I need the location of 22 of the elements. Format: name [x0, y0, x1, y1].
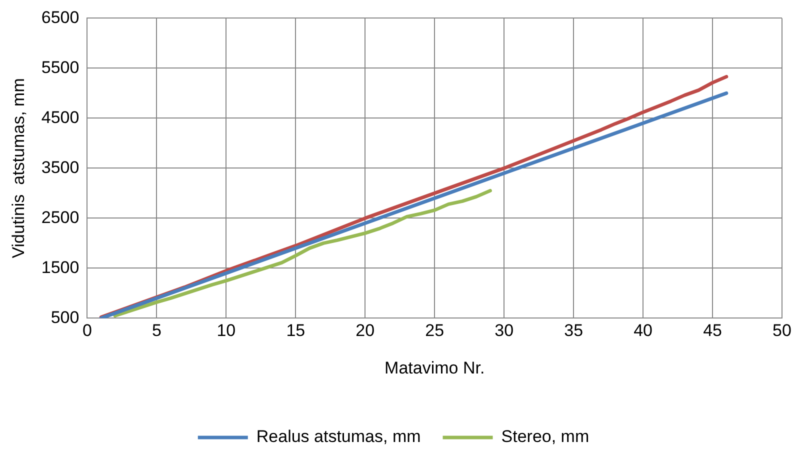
y-tick-label: 3500: [41, 158, 80, 177]
y-tick-label: 500: [50, 308, 80, 327]
y-tick-label: 6500: [41, 8, 80, 27]
x-tick-label: 30: [494, 321, 514, 340]
y-tick-label: 1500: [41, 258, 80, 277]
x-tick-label: 0: [82, 321, 92, 340]
x-tick-label: 50: [772, 321, 792, 340]
y-axis-title: Vidutinis atstumas, mm: [8, 78, 28, 258]
x-tick-label: 15: [286, 321, 306, 340]
legend-label: Realus atstumas, mm: [256, 427, 421, 446]
x-tick-label: 25: [425, 321, 444, 340]
x-tick-label: 20: [356, 321, 375, 340]
x-tick-label: 45: [703, 321, 722, 340]
x-tick-label: 5: [152, 321, 162, 340]
x-tick-label: 35: [564, 321, 584, 340]
y-tick-label: 4500: [41, 108, 80, 127]
x-tick-label: 40: [634, 321, 653, 340]
y-tick-label: 2500: [41, 208, 80, 227]
x-tick-label: 10: [216, 321, 236, 340]
x-axis-title: Matavimo Nr.: [384, 358, 485, 378]
y-tick-label: 5500: [41, 58, 80, 77]
legend-label: Stereo, mm: [501, 427, 590, 446]
